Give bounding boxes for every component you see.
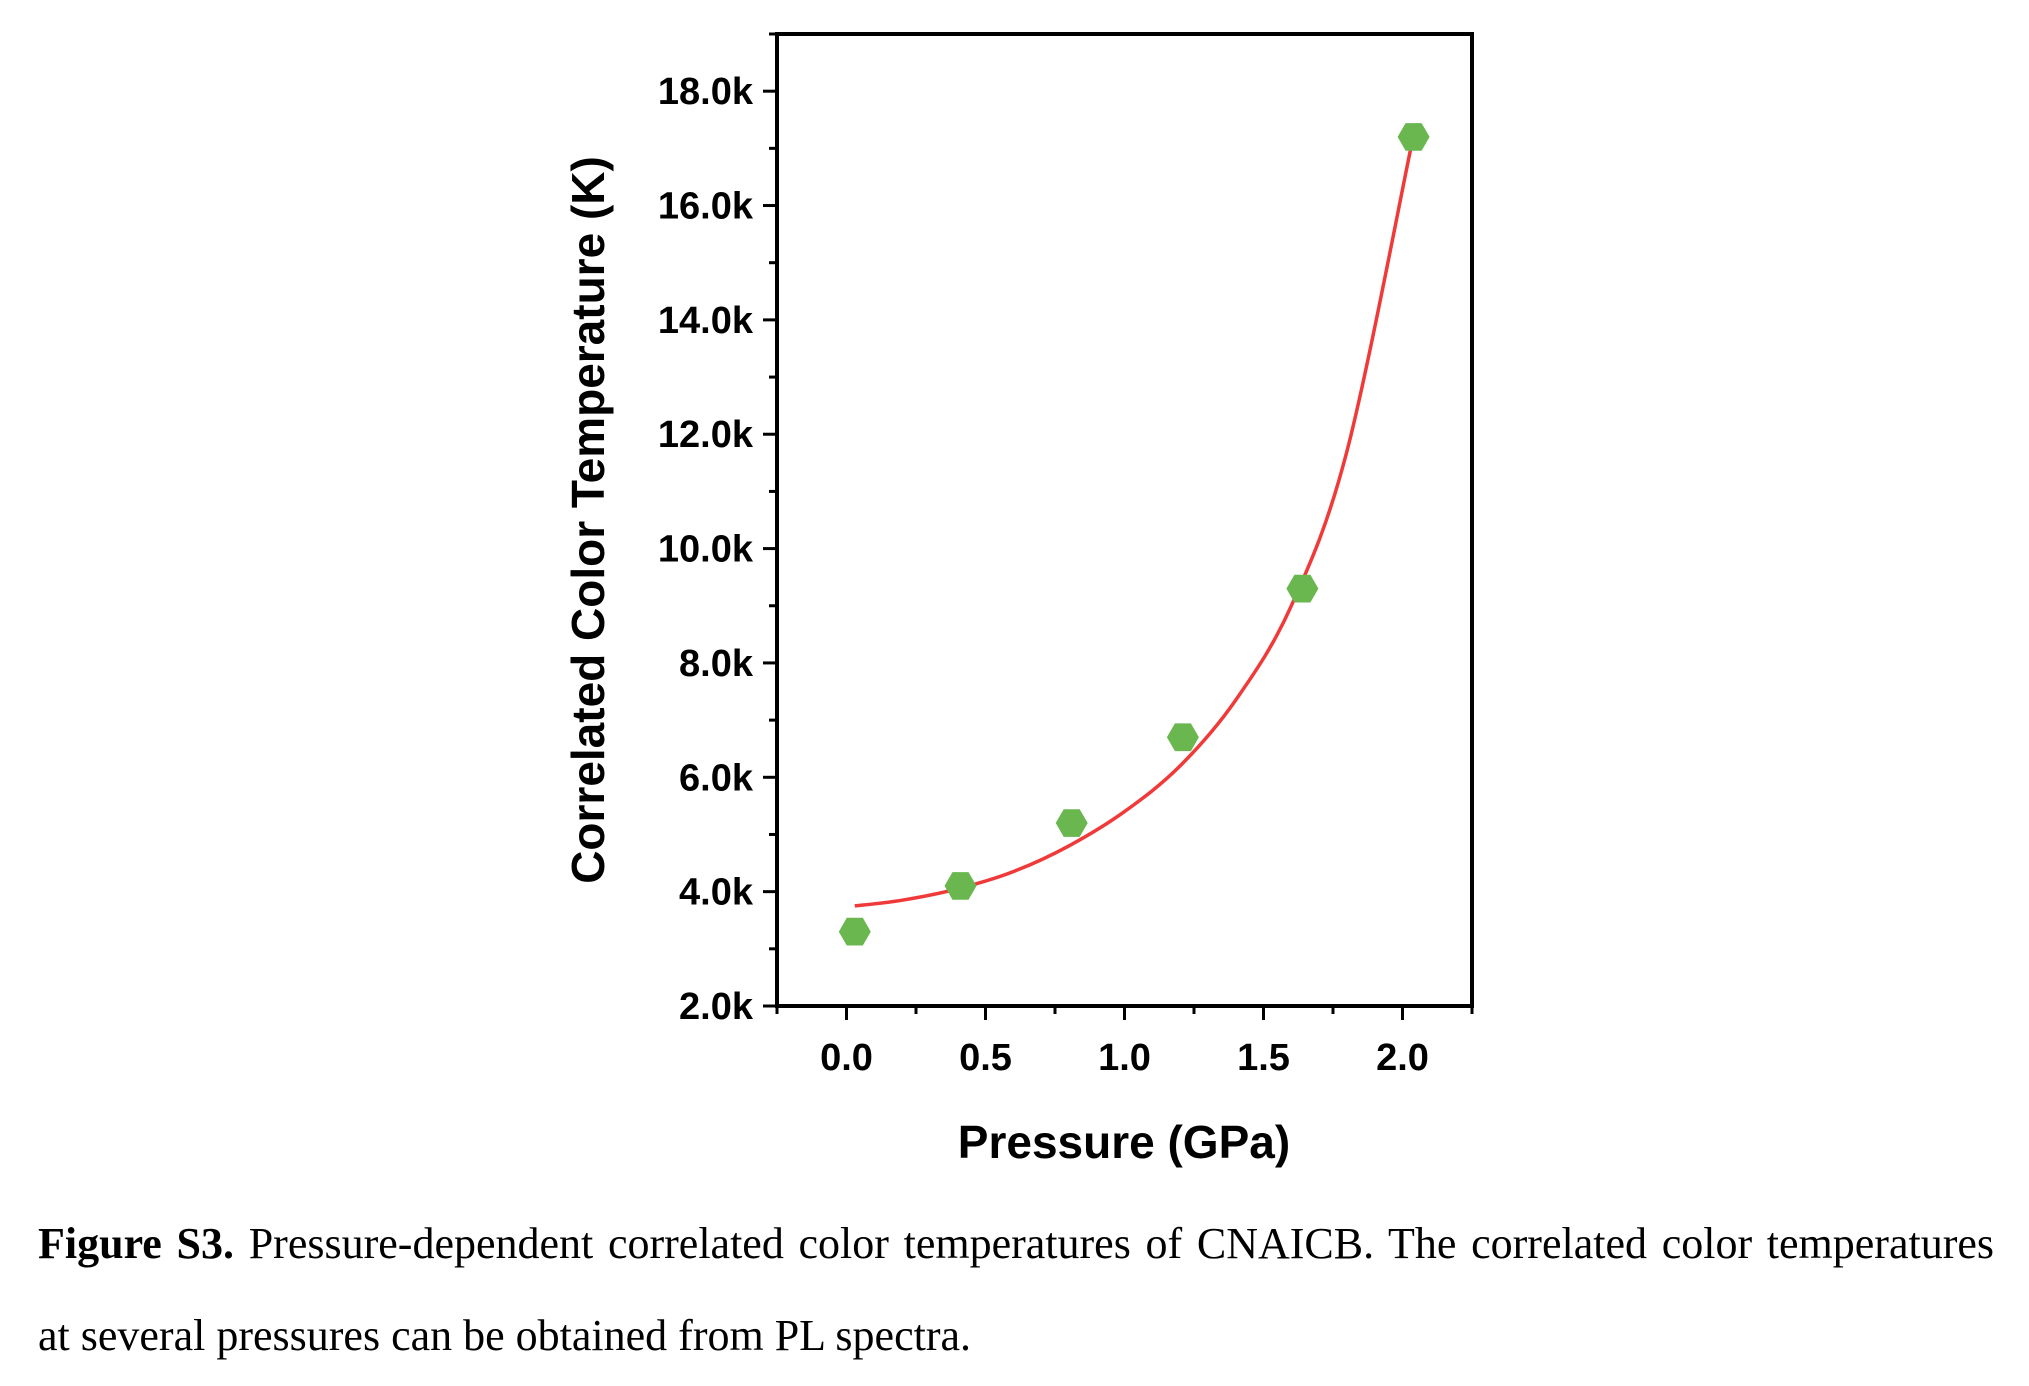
x-tick-label: 1.0 bbox=[1098, 1037, 1151, 1079]
data-point bbox=[1286, 574, 1319, 603]
x-tick-label: 0.5 bbox=[959, 1037, 1012, 1079]
y-tick-label: 6.0k bbox=[679, 757, 754, 799]
x-axis-title: Pressure (GPa) bbox=[958, 1116, 1290, 1168]
y-axis-title: Correlated Color Temperature (K) bbox=[562, 156, 614, 884]
data-point bbox=[1166, 723, 1199, 752]
data-point bbox=[838, 917, 871, 946]
y-tick-label: 10.0k bbox=[658, 529, 754, 571]
y-tick-label: 16.0k bbox=[658, 186, 754, 228]
figure-caption-label: Figure S3. bbox=[38, 1219, 235, 1268]
plot-frame bbox=[775, 32, 1474, 1008]
x-tick-label: 1.5 bbox=[1237, 1037, 1290, 1079]
y-tick-label: 4.0k bbox=[679, 872, 754, 914]
x-tick-label: 2.0 bbox=[1376, 1037, 1429, 1079]
y-tick-label: 8.0k bbox=[679, 643, 754, 685]
data-point bbox=[1397, 123, 1430, 151]
data-points bbox=[838, 123, 1430, 946]
y-tick-label: 12.0k bbox=[658, 414, 754, 456]
y-axis-ticks: 2.0k 4.0k 6.0k 8.0k 10.0k 12.0k 14.0k 16.0k 18.0… bbox=[658, 32, 777, 1028]
figure-caption: Figure S3. Pressure-dependent correlated… bbox=[38, 1198, 1994, 1382]
chart: 0.0 0.5 1.0 1.5 2.0 2.0k 4.0k 6.0k 8.0k 10.0k 12.… bbox=[562, 32, 1474, 1168]
y-tick-label: 18.0k bbox=[658, 71, 754, 113]
figure-caption-text: Pressure-dependent correlated color temp… bbox=[38, 1219, 1995, 1360]
x-tick-label: 0.0 bbox=[820, 1037, 873, 1079]
data-point bbox=[1055, 809, 1088, 837]
fit-curve bbox=[854, 148, 1413, 908]
data-point bbox=[944, 872, 977, 900]
y-tick-label: 14.0k bbox=[658, 300, 754, 342]
fit-curve-layer bbox=[854, 148, 1413, 908]
x-axis-ticks: 0.0 0.5 1.0 1.5 2.0 bbox=[775, 1006, 1474, 1079]
y-tick-label: 2.0k bbox=[679, 986, 754, 1028]
